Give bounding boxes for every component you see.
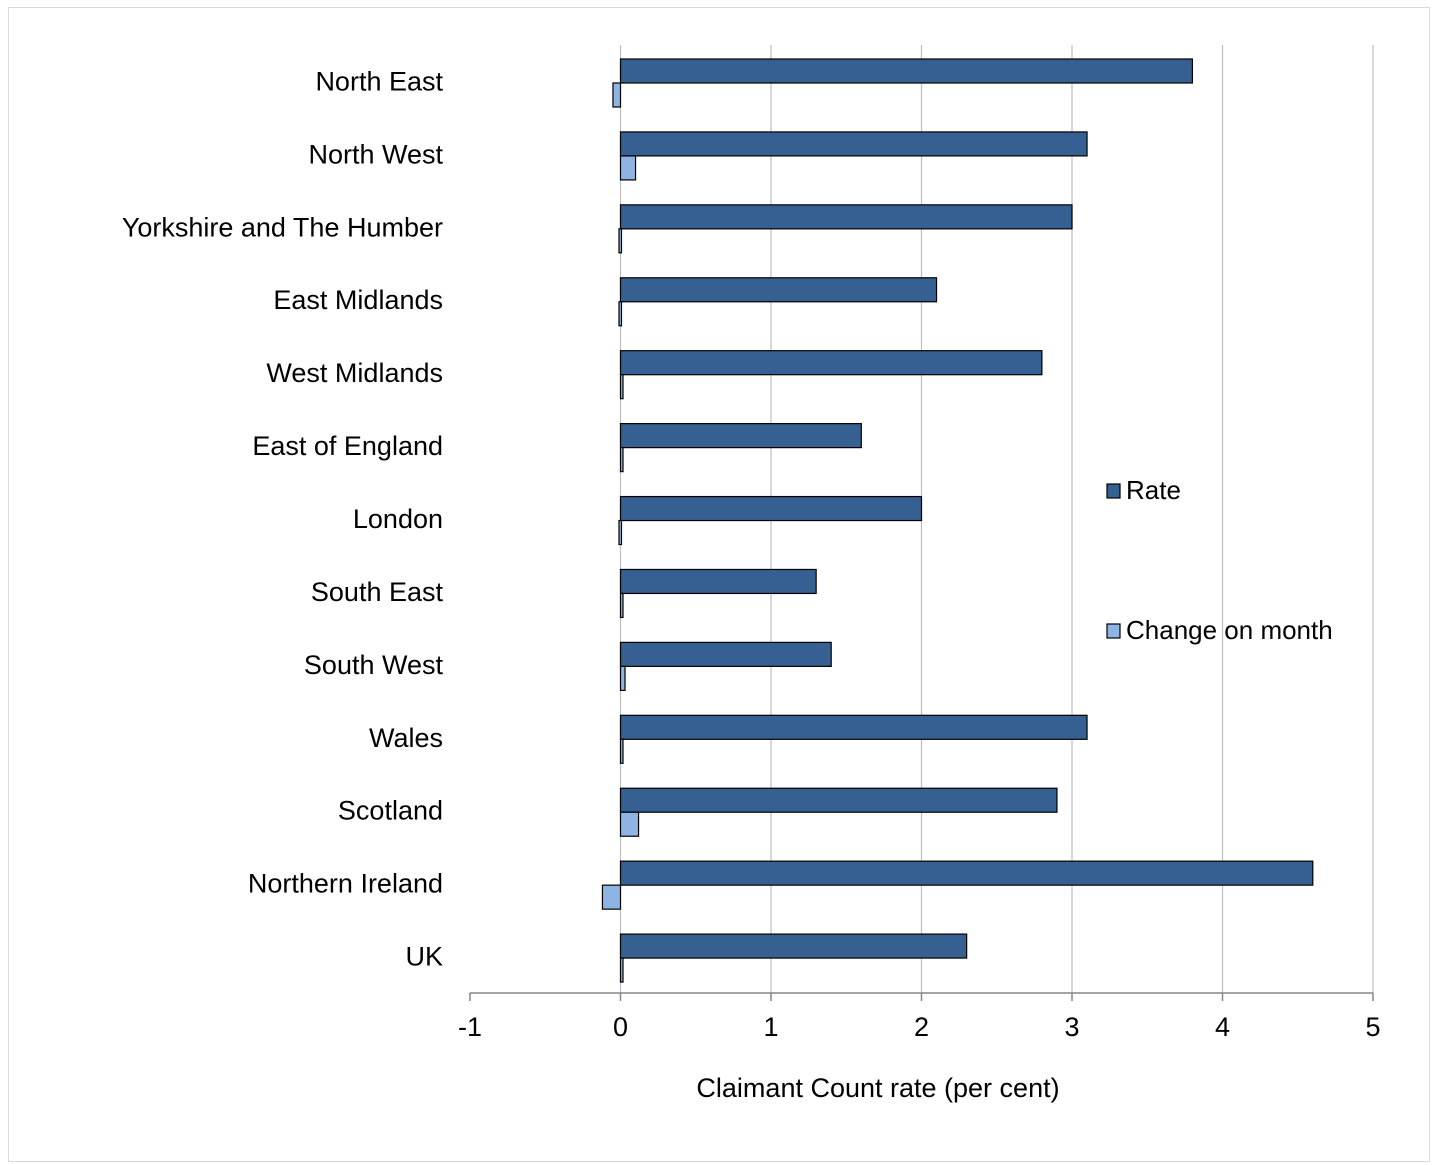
tick-labels: -1 0 1 2 3 4 5: [458, 1012, 1381, 1042]
bar-rate: [619, 277, 938, 303]
bar-rate: [619, 495, 923, 522]
x-tick-label: 5: [1365, 1012, 1380, 1042]
chart-frame: North East North West Yorkshire and The Hu…: [8, 7, 1430, 1162]
bar-rate: [619, 933, 968, 959]
category-label: North East: [315, 66, 443, 96]
axes: [469, 992, 1374, 1001]
bar-change: [619, 592, 624, 619]
legend-swatch-change: [1106, 623, 1121, 639]
bar-rate: [619, 204, 1073, 230]
bar-rate: [619, 58, 1194, 84]
bar-change: [601, 884, 622, 910]
x-tick-label: 2: [914, 1012, 929, 1042]
legend: Rate Change on month: [1106, 475, 1333, 645]
bars: [601, 58, 1314, 983]
bar-change: [619, 447, 624, 473]
bar-change: [619, 155, 637, 181]
bar-rate: [619, 423, 862, 449]
category-label: Yorkshire and The Humber: [122, 212, 443, 242]
bar-chart: North East North West Yorkshire and The Hu…: [122, 45, 1381, 1103]
category-label: East Midlands: [273, 285, 443, 315]
x-tick-label: 0: [613, 1012, 628, 1042]
legend-swatch-rate: [1106, 483, 1121, 499]
category-label: Northern Ireland: [248, 869, 443, 899]
bar-change: [612, 82, 622, 108]
bar-change: [619, 374, 624, 400]
x-tick-label: 4: [1215, 1012, 1230, 1042]
bar-rate: [619, 131, 1088, 157]
category-label: Scotland: [338, 796, 443, 826]
x-tick-label: 3: [1064, 1012, 1079, 1042]
x-axis-title: Claimant Count rate (per cent): [696, 1073, 1059, 1103]
legend-label-rate: Rate: [1126, 475, 1181, 505]
bar-rate: [619, 641, 832, 667]
x-tick-label: 1: [763, 1012, 778, 1042]
category-label: West Midlands: [266, 358, 443, 388]
bar-change: [618, 301, 623, 327]
bar-rate: [619, 860, 1314, 886]
bar-change: [618, 519, 623, 546]
legend-label-change: Change on month: [1126, 615, 1333, 645]
x-tick-label: -1: [458, 1012, 482, 1042]
category-label: London: [353, 504, 443, 534]
bar-change: [619, 811, 640, 837]
bar-change: [619, 665, 626, 691]
category-label: UK: [405, 942, 443, 972]
bar-change: [618, 228, 623, 254]
category-label: Wales: [369, 723, 443, 753]
bar-rate: [619, 714, 1088, 740]
category-label: South West: [304, 650, 444, 680]
bar-change: [619, 738, 624, 764]
bar-rate: [619, 787, 1058, 813]
category-label: East of England: [252, 431, 443, 461]
category-label: South East: [311, 577, 444, 607]
category-label: North West: [308, 139, 443, 169]
bar-change: [619, 957, 624, 983]
bar-rate: [619, 350, 1043, 376]
bar-rate: [619, 568, 817, 595]
category-labels: North East North West Yorkshire and The Hu…: [122, 66, 444, 971]
